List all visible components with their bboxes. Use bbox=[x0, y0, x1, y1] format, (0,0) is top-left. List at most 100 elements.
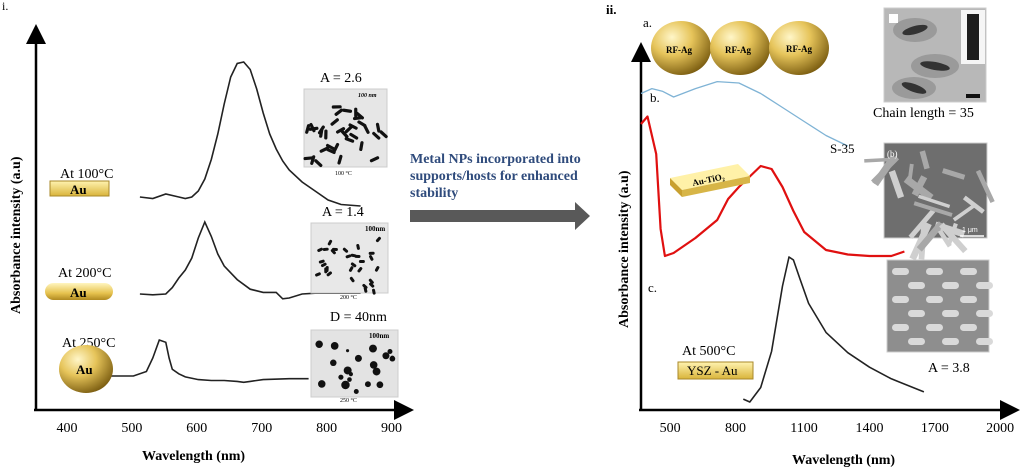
nanorod bbox=[363, 124, 370, 134]
right-y-label: Absorbance intensity (a.u) bbox=[617, 170, 632, 328]
sem-plates bbox=[864, 150, 995, 261]
nanorod bbox=[354, 107, 358, 118]
sem-scalebar-label: 1 μm bbox=[962, 227, 978, 234]
tio2-plate bbox=[864, 157, 890, 163]
nanorod bbox=[349, 132, 359, 140]
arrow-text-line-3: stability bbox=[410, 186, 458, 201]
rf-ag-label-2: RF-Ag bbox=[725, 45, 751, 55]
nanosphere bbox=[369, 361, 378, 369]
ysz-particle bbox=[942, 282, 959, 289]
nanorod bbox=[344, 125, 353, 134]
annotation-a26: A = 2.6 bbox=[320, 71, 362, 86]
caption-100c: 100 °C bbox=[335, 170, 352, 177]
rf-ag-sphere-3 bbox=[769, 21, 829, 75]
nanorod bbox=[309, 122, 316, 133]
arrow-text-line-1: Metal NPs incorporated into bbox=[410, 152, 581, 167]
tio2-plate bbox=[911, 175, 928, 197]
ysz-particle bbox=[908, 282, 925, 289]
nanorod bbox=[310, 155, 316, 165]
right-curve-a bbox=[640, 80, 849, 147]
ysz-particle bbox=[926, 296, 943, 303]
annotation-d40: D = 40nm bbox=[330, 310, 387, 325]
right-x-label: Wavelength (nm) bbox=[792, 453, 895, 468]
tio2-plate bbox=[975, 169, 995, 204]
tem-image-250c bbox=[310, 329, 399, 398]
nanosphere bbox=[376, 381, 384, 389]
ysz-particle bbox=[892, 296, 909, 303]
nanosphere bbox=[330, 359, 337, 367]
left-x-tick-600: 600 bbox=[186, 421, 207, 436]
label-100c: At 100°C bbox=[60, 167, 113, 182]
nanosphere bbox=[364, 381, 371, 388]
nanosphere bbox=[389, 355, 396, 362]
nanosphere bbox=[341, 380, 350, 390]
nanosphere bbox=[369, 344, 377, 353]
nanorod bbox=[325, 143, 336, 151]
nanorod bbox=[348, 123, 358, 130]
nanorod bbox=[374, 266, 380, 272]
nanosphere bbox=[338, 374, 344, 380]
nanosphere bbox=[345, 349, 350, 353]
au-label-2: Au bbox=[70, 285, 87, 300]
au-label-1: Au bbox=[70, 182, 87, 197]
nanorod bbox=[315, 272, 321, 277]
nanorod bbox=[344, 137, 355, 143]
tio2-plate bbox=[916, 221, 944, 252]
transition-arrow bbox=[410, 202, 590, 230]
sem-image-tio2 bbox=[883, 142, 988, 239]
scalebar-1: 100 nm bbox=[358, 93, 377, 99]
sem-image-tag: (b) bbox=[887, 149, 898, 159]
nanorod bbox=[342, 108, 353, 113]
left-x-tick-500: 500 bbox=[121, 421, 142, 436]
ysz-particle bbox=[942, 338, 959, 345]
nanorod bbox=[345, 254, 352, 259]
left-curve-1 bbox=[139, 61, 361, 207]
nanorod bbox=[368, 278, 374, 284]
tem-image-200c bbox=[310, 222, 389, 294]
nanosphere bbox=[387, 348, 393, 355]
right-x-tick-1400: 1400 bbox=[856, 421, 884, 436]
tio2-plate bbox=[952, 203, 977, 222]
left-y-label: Absorbance intensity (a.u) bbox=[9, 156, 24, 314]
tio2-plate bbox=[919, 150, 930, 170]
ysz-particle bbox=[976, 310, 993, 317]
nanosphere bbox=[354, 354, 362, 362]
nanorod bbox=[369, 282, 375, 288]
nanorod bbox=[349, 276, 355, 283]
left-x-tick-800: 800 bbox=[316, 421, 337, 436]
nanorod bbox=[326, 148, 336, 155]
nanorod bbox=[320, 262, 327, 268]
nanorod bbox=[327, 239, 333, 246]
nanorod bbox=[324, 129, 328, 140]
panel-label-i: i. bbox=[2, 0, 8, 13]
tio2-plate bbox=[913, 201, 953, 217]
nanorod bbox=[331, 105, 342, 109]
series-label-c: c. bbox=[648, 280, 657, 295]
label-200c: At 200°C bbox=[58, 266, 111, 281]
rf-ag-sphere-2 bbox=[710, 21, 770, 75]
tio2-plate bbox=[908, 208, 936, 240]
nanorod bbox=[372, 288, 376, 295]
nanorod bbox=[362, 283, 368, 289]
nanorod bbox=[342, 247, 349, 253]
nanosphere bbox=[330, 342, 339, 350]
nanorod bbox=[368, 251, 375, 255]
nanosphere bbox=[347, 377, 352, 382]
right-curve-c bbox=[742, 256, 925, 403]
annotation-a14: A = 1.4 bbox=[322, 205, 364, 220]
caption-200c: 200 °C bbox=[340, 294, 357, 301]
ysz-au-box-icon bbox=[677, 361, 754, 380]
ysz-particle bbox=[926, 268, 943, 275]
nanorod bbox=[379, 130, 388, 139]
ysz-particle bbox=[892, 324, 909, 331]
nanorod bbox=[372, 131, 381, 140]
left-x-label: Wavelength (nm) bbox=[142, 449, 245, 464]
tio2-plate bbox=[962, 195, 985, 214]
nanorod bbox=[350, 262, 357, 268]
caption-250c: 250 °C bbox=[340, 397, 357, 404]
right-x-tick-2000: 2000 bbox=[986, 421, 1014, 436]
ysz-particle bbox=[960, 268, 977, 275]
right-x-tick-1100: 1100 bbox=[790, 421, 817, 436]
right-x-tick-800: 800 bbox=[725, 421, 746, 436]
